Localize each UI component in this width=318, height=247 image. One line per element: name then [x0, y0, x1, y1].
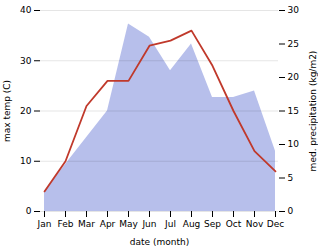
- svg-text:25: 25: [288, 39, 299, 49]
- svg-text:Dec: Dec: [267, 219, 284, 229]
- svg-text:max temp (C): max temp (C): [2, 80, 12, 142]
- svg-text:Feb: Feb: [58, 219, 74, 229]
- svg-text:0: 0: [26, 206, 32, 216]
- svg-text:Jun: Jun: [141, 219, 156, 229]
- svg-text:May: May: [119, 219, 138, 229]
- svg-text:med. precipitation (kg/m2): med. precipitation (kg/m2): [308, 51, 318, 172]
- svg-text:30: 30: [288, 5, 300, 15]
- svg-text:10: 10: [288, 139, 300, 149]
- svg-text:30: 30: [20, 56, 32, 66]
- svg-text:15: 15: [288, 106, 299, 116]
- svg-text:10: 10: [20, 156, 32, 166]
- svg-text:20: 20: [288, 72, 300, 82]
- svg-text:Mar: Mar: [78, 219, 95, 229]
- svg-text:Jul: Jul: [164, 219, 176, 229]
- svg-text:Nov: Nov: [246, 219, 264, 229]
- svg-text:Oct: Oct: [226, 219, 242, 229]
- svg-text:Jan: Jan: [37, 219, 52, 229]
- svg-text:Apr: Apr: [100, 219, 116, 229]
- svg-text:Aug: Aug: [183, 219, 201, 229]
- svg-text:5: 5: [288, 173, 294, 183]
- svg-text:20: 20: [20, 106, 32, 116]
- svg-text:date (month): date (month): [130, 237, 189, 247]
- svg-text:Sep: Sep: [204, 219, 221, 229]
- svg-text:0: 0: [288, 206, 294, 216]
- svg-text:40: 40: [20, 5, 32, 15]
